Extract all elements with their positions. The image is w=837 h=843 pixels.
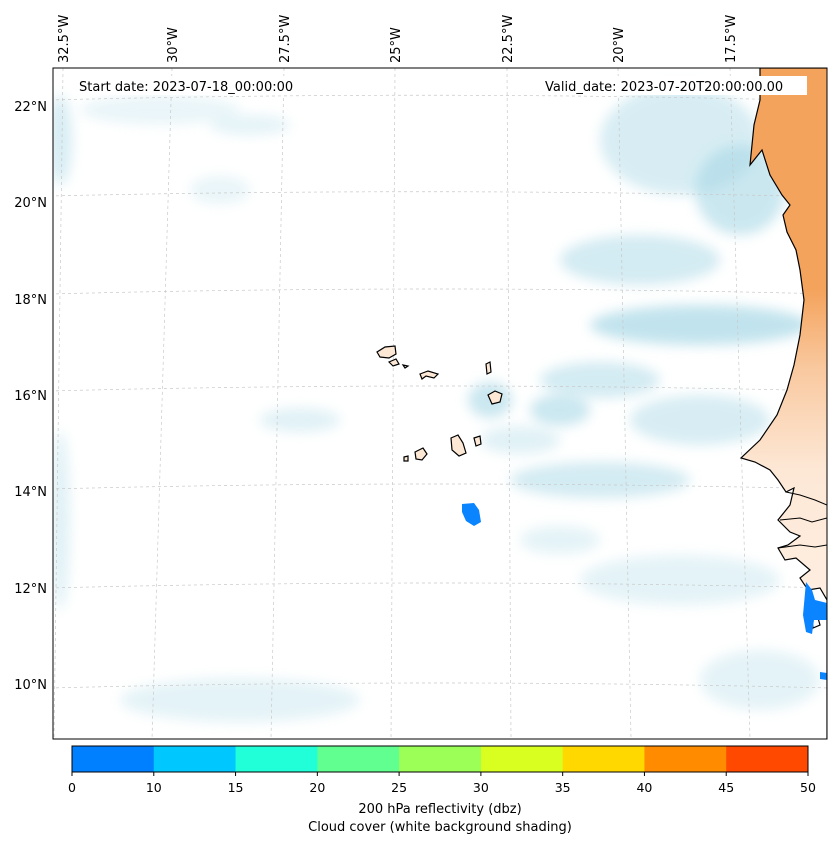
island-fogo xyxy=(414,447,428,461)
colorbar-tick-label: 15 xyxy=(228,780,244,795)
lon-label-20w: 20°W xyxy=(612,27,627,63)
lon-label-17-5w: 17.5°W xyxy=(724,15,739,63)
latitude-labels: 22°N 20°N 18°N 16°N 14°N 12°N 10°N xyxy=(14,100,47,693)
map-panel xyxy=(53,68,827,739)
colorbar-tick-label: 25 xyxy=(391,780,407,795)
colorbar-tick-label: 10 xyxy=(146,780,162,795)
lat-label-22n: 22°N xyxy=(14,100,47,115)
lon-label-25w: 25°W xyxy=(389,27,404,63)
colorbar-tick-label: 40 xyxy=(636,780,652,795)
colorbar-tick-label: 20 xyxy=(309,780,325,795)
longitude-labels: 32.5°W 30°W 27.5°W 25°W 22.5°W 20°W 17.5… xyxy=(57,15,739,63)
colorbar-segment xyxy=(480,746,564,772)
colorbar-tick-label: 45 xyxy=(718,780,734,795)
colorbar-segment xyxy=(726,746,809,772)
colorbar-segment xyxy=(317,746,400,772)
colorbar-segment xyxy=(399,746,482,772)
colorbar-frame xyxy=(71,745,809,773)
lon-label-30w: 30°W xyxy=(166,27,181,63)
colorbar: 0 10 15 20 25 30 35 40 45 50 200 hPa reflectivity… xyxy=(68,745,816,835)
lat-label-16n: 16°N xyxy=(14,389,47,404)
cape-verde-islands xyxy=(376,345,821,629)
colorbar-tick-label: 50 xyxy=(800,780,816,795)
reflectivity-patch-edge xyxy=(820,672,827,680)
map-frame xyxy=(52,67,828,740)
africa-mainland xyxy=(739,68,827,739)
colorbar-segment xyxy=(644,746,727,772)
colorbar-tick-label: 30 xyxy=(473,780,489,795)
island-maio xyxy=(473,435,482,447)
graticule xyxy=(53,68,827,739)
lon-label-32-5w: 32.5°W xyxy=(57,15,72,63)
island-brava xyxy=(403,455,409,462)
island-santiago xyxy=(450,434,467,457)
lon-label-22-5w: 22.5°W xyxy=(501,15,516,63)
island-santa-luzia xyxy=(401,364,410,369)
colorbar-segment xyxy=(562,746,645,772)
colorbar-title-line1: 200 hPa reflectivity (dbz) xyxy=(358,802,521,817)
colorbar-title-line2: Cloud cover (white background shading) xyxy=(308,820,572,835)
island-sal xyxy=(485,361,492,375)
start-date-label: Start date: 2023-07-18_00:00:00 xyxy=(79,80,293,95)
island-sao-vicente xyxy=(387,358,400,367)
colorbar-tick-label: 0 xyxy=(68,780,76,795)
lat-label-10n: 10°N xyxy=(14,678,47,693)
reflectivity-patch-ocean xyxy=(462,503,481,526)
lat-label-14n: 14°N xyxy=(14,485,47,500)
colorbar-segment xyxy=(72,746,155,772)
reflectivity-patch-coast xyxy=(803,582,827,634)
lat-label-12n: 12°N xyxy=(14,582,47,597)
colorbar-segment xyxy=(235,746,318,772)
island-sao-nicolau xyxy=(419,370,440,380)
colorbar-ticks: 0 10 15 20 25 30 35 40 45 50 xyxy=(68,772,816,795)
colorbar-tick-label: 35 xyxy=(555,780,571,795)
lat-label-20n: 20°N xyxy=(14,196,47,211)
lat-label-18n: 18°N xyxy=(14,293,47,308)
colorbar-segment xyxy=(153,746,237,772)
island-boa-vista xyxy=(487,390,503,405)
island-santo-antao xyxy=(376,345,397,359)
colorbar-segments xyxy=(72,746,809,772)
valid-date-box xyxy=(538,76,807,95)
start-date-box xyxy=(72,76,312,95)
lon-label-27-5w: 27.5°W xyxy=(278,15,293,63)
reflectivity-patches xyxy=(462,503,827,680)
country-borders xyxy=(777,491,827,549)
valid-date-label: Valid_date: 2023-07-20T20:00:00.00 xyxy=(545,80,783,95)
cloud-cover-shading xyxy=(53,85,820,722)
